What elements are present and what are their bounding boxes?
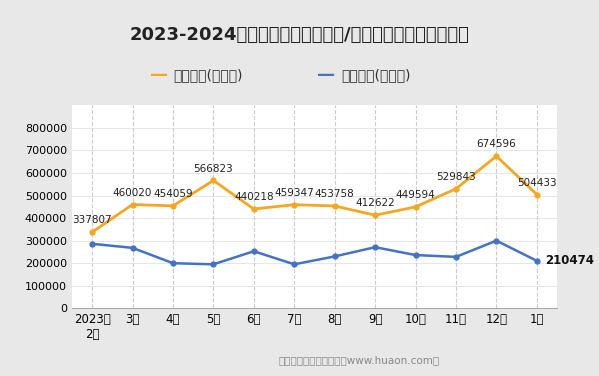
出口总额(万美元) [210, 178, 217, 183]
出口总额(万美元) [452, 186, 459, 191]
进口总额(万美元) [250, 249, 258, 253]
Text: 制图：华经产业研究院（www.huaon.com）: 制图：华经产业研究院（www.huaon.com） [279, 355, 440, 365]
Text: 504433: 504433 [517, 177, 556, 188]
进口总额(万美元) [291, 262, 298, 267]
进口总额(万美元) [533, 259, 540, 263]
Text: 进口总额(万美元): 进口总额(万美元) [341, 68, 411, 82]
Text: 674596: 674596 [477, 139, 516, 149]
出口总额(万美元) [493, 154, 500, 158]
进口总额(万美元) [331, 254, 338, 259]
Text: 449594: 449594 [396, 190, 435, 200]
Text: —: — [317, 66, 335, 84]
Text: 529843: 529843 [436, 172, 476, 182]
出口总额(万美元) [412, 205, 419, 209]
出口总额(万美元) [533, 192, 540, 197]
Text: 412622: 412622 [355, 198, 395, 208]
Text: 453758: 453758 [315, 189, 355, 199]
出口总额(万美元) [129, 202, 136, 207]
进口总额(万美元) [371, 245, 379, 249]
进口总额(万美元) [412, 253, 419, 257]
进口总额(万美元) [452, 255, 459, 259]
进口总额(万美元) [170, 261, 177, 265]
Text: 460020: 460020 [113, 188, 152, 198]
Text: 210474: 210474 [545, 254, 594, 267]
Line: 进口总额(万美元): 进口总额(万美元) [90, 238, 539, 267]
出口总额(万美元) [170, 204, 177, 208]
出口总额(万美元) [291, 202, 298, 207]
进口总额(万美元) [210, 262, 217, 267]
Text: 2023-2024年湖北省（境内目的地/货源地）进、出口额统计: 2023-2024年湖北省（境内目的地/货源地）进、出口额统计 [129, 26, 470, 44]
Text: 出口总额(万美元): 出口总额(万美元) [174, 68, 243, 82]
进口总额(万美元) [493, 238, 500, 243]
Text: 440218: 440218 [234, 192, 274, 202]
出口总额(万美元) [89, 230, 96, 234]
出口总额(万美元) [371, 213, 379, 217]
进口总额(万美元) [89, 241, 96, 246]
Text: 566823: 566823 [193, 164, 233, 173]
Text: —: — [150, 66, 168, 84]
Text: 337807: 337807 [72, 215, 112, 225]
Text: 459347: 459347 [274, 188, 314, 198]
出口总额(万美元) [250, 207, 258, 211]
进口总额(万美元) [129, 246, 136, 250]
Text: 454059: 454059 [153, 189, 193, 199]
出口总额(万美元) [331, 204, 338, 208]
Line: 出口总额(万美元): 出口总额(万美元) [90, 154, 539, 235]
